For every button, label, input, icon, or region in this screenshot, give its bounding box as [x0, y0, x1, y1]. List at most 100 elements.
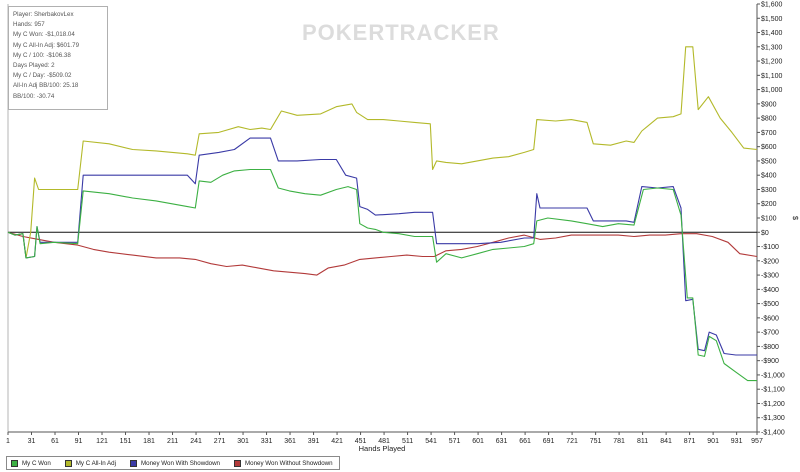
x-tick-label: 571: [449, 438, 461, 445]
stats-hands: Hands: 957: [13, 21, 45, 29]
y-tick-label: -$500: [761, 301, 779, 308]
stats-won: My C Won: -$1,018.04: [13, 31, 75, 39]
stats-player: Player: SherbakovLex: [13, 11, 74, 18]
x-tick-label: 121: [96, 438, 108, 445]
x-tick-label: 1: [6, 438, 10, 445]
x-tick-label: 421: [331, 438, 343, 445]
series-line-my-c-all-in-adj: [7, 46, 758, 259]
y-tick-label: -$400: [761, 287, 779, 294]
x-tick-label: 181: [143, 438, 155, 445]
x-tick-label: 691: [543, 438, 555, 445]
y-tick-label: -$1,200: [761, 401, 785, 408]
y-tick-label: $1,500: [761, 16, 783, 23]
x-tick-label: 631: [496, 438, 508, 445]
legend-swatch: [11, 459, 18, 467]
x-axis-title: Hands Played: [359, 444, 406, 453]
y-tick-label: $800: [761, 116, 777, 123]
y-tick-label: -$1,100: [761, 387, 785, 394]
x-tick-label: 601: [472, 438, 484, 445]
y-tick-label: $300: [761, 187, 777, 194]
y-tick-label: $600: [761, 144, 777, 151]
x-tick-label: 331: [261, 438, 273, 445]
y-tick-label: $1,100: [761, 73, 783, 80]
x-tick-label: 61: [51, 438, 59, 445]
legend-item-without-showdown[interactable]: Money Won Without Showdown: [233, 459, 333, 467]
y-tick-label: $0: [761, 230, 769, 237]
y-tick-label: $100: [761, 216, 777, 223]
x-ticks: 1 31 61 91 121 151 181 211 241 271 301 331 361 391 421…: [6, 432, 763, 445]
stats-per-day: My C / Day: -$509.02: [13, 72, 72, 80]
y-tick-label: -$800: [761, 344, 779, 351]
stats-allin-adj: My C All-In Adj: $601.79: [13, 41, 80, 49]
series-group: [7, 46, 758, 382]
y-axis-title: $: [791, 216, 800, 221]
stats-per-100: My C / 100: -$106.38: [13, 51, 71, 59]
x-tick-label: 361: [284, 438, 296, 445]
y-tick-label: -$300: [761, 273, 779, 280]
x-tick-label: 211: [167, 438, 178, 445]
y-tick-label: -$100: [761, 244, 779, 251]
x-tick-label: 841: [660, 438, 672, 445]
x-tick-label: 31: [28, 438, 36, 445]
x-tick-label: 481: [378, 438, 390, 445]
x-tick-label: 811: [637, 438, 648, 445]
y-ticks: $1,600 $1,500 $1,400 $1,300 $1,200 $1,100 $1,0…: [757, 2, 785, 437]
stats-days: Days Played: 2: [13, 62, 55, 70]
x-tick-label: 871: [684, 438, 696, 445]
x-tick-label: 901: [707, 438, 719, 445]
y-tick-label: $1,400: [761, 30, 783, 37]
x-tick-label: 391: [308, 438, 320, 445]
legend-label: My C All-In Adj: [75, 459, 116, 467]
legend-label: My C Won: [22, 459, 51, 467]
x-tick-label: 661: [519, 438, 531, 445]
x-tick-label: 151: [120, 438, 132, 445]
legend: My C Won My C All-In Adj Money Won With …: [6, 456, 340, 470]
y-tick-label: $1,000: [761, 87, 783, 94]
y-tick-label: -$600: [761, 315, 779, 322]
y-tick-label: -$1,400: [761, 430, 785, 437]
x-tick-label: 91: [75, 438, 83, 445]
series-line-money-won-with-showdown: [7, 137, 757, 356]
y-tick-label: $1,300: [761, 44, 783, 51]
x-tick-label: 271: [214, 438, 226, 445]
y-tick-label: -$700: [761, 330, 779, 337]
stats-box: Player: SherbakovLex Hands: 957 My C Won…: [8, 6, 108, 110]
y-tick-label: -$1,000: [761, 372, 785, 379]
y-tick-label: $400: [761, 173, 777, 180]
stats-allin-bb100: All-In Adj BB/100: 25.18: [13, 82, 79, 90]
legend-swatch: [233, 459, 241, 467]
y-tick-label: -$900: [761, 358, 779, 365]
x-tick-label: 751: [590, 438, 602, 445]
legend-item-my-c-won[interactable]: My C Won: [11, 459, 51, 467]
x-tick-label: 241: [190, 438, 202, 445]
legend-swatch: [64, 459, 72, 467]
watermark: POKERTRACKER: [302, 20, 500, 45]
plot-area: [8, 4, 757, 432]
x-tick-label: 721: [566, 438, 578, 445]
legend-label: Money Won Without Showdown: [244, 459, 333, 467]
y-tick-label: -$200: [761, 258, 779, 265]
legend-item-with-showdown[interactable]: Money Won With Showdown: [130, 459, 220, 467]
y-tick-label: $700: [761, 130, 777, 137]
legend-swatch: [130, 459, 137, 467]
legend-label: Money Won With Showdown: [141, 459, 220, 467]
y-tick-label: $900: [761, 101, 777, 108]
x-tick-label: 931: [731, 438, 743, 445]
legend-item-all-in-adj[interactable]: My C All-In Adj: [64, 459, 116, 467]
x-tick-label: 301: [237, 438, 249, 445]
y-tick-label: $200: [761, 201, 777, 208]
x-tick-label: 451: [355, 438, 367, 445]
watermark-text: POKERTRACKER: [302, 20, 500, 45]
y-tick-label: $1,600: [761, 2, 783, 9]
series-line-my-c-won: [7, 168, 757, 382]
x-tick-label: 541: [425, 438, 437, 445]
stats-bb100: BB/100: -30.74: [13, 92, 55, 100]
y-tick-label: -$1,300: [761, 415, 785, 422]
x-tick-label: 781: [613, 438, 625, 445]
x-tick-label: 957: [751, 438, 763, 445]
series-line-money-won-without-showdown: [7, 231, 758, 276]
y-tick-label: $1,200: [761, 59, 783, 66]
x-tick-label: 511: [402, 438, 413, 445]
